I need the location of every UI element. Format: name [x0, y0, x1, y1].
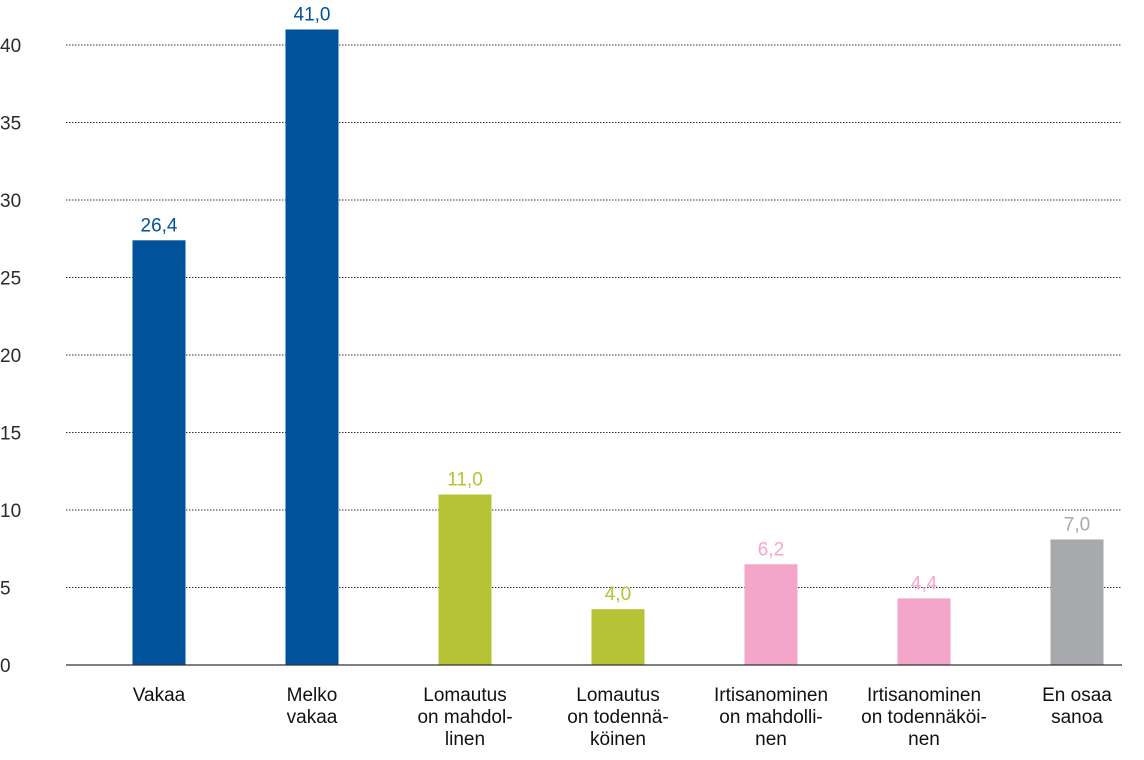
data-label: 26,4: [141, 215, 178, 236]
bar: [897, 598, 951, 665]
x-category-label: on todennäköi-: [861, 707, 987, 728]
bar: [285, 29, 339, 665]
x-category-label: Lomautus: [576, 685, 659, 706]
x-category-label: vakaa: [287, 707, 338, 728]
data-label: 4,0: [605, 584, 631, 605]
x-category-label: Lomautus: [423, 685, 506, 706]
x-category-label: on mahdolli-: [719, 707, 823, 728]
x-category-label: on todennä-: [567, 707, 668, 728]
y-tick-label: 15: [0, 424, 21, 445]
x-category-label: köinen: [590, 729, 646, 750]
bar: [591, 609, 645, 665]
y-tick-label: 5: [0, 579, 11, 600]
x-category-label: Irtisanominen: [714, 685, 828, 706]
x-category-label: Vakaa: [133, 685, 186, 706]
x-category-label: Melko: [287, 685, 338, 706]
y-tick-label: 10: [0, 501, 21, 522]
y-tick-label: 40: [0, 36, 21, 57]
bar: [132, 240, 186, 666]
bar: [438, 494, 492, 665]
y-tick-label: 20: [0, 346, 21, 367]
data-label: 4,4: [911, 573, 938, 594]
data-label: 7,0: [1064, 514, 1090, 535]
bar: [744, 564, 798, 665]
y-tick-label: 35: [0, 114, 21, 135]
y-tick-label: 25: [0, 269, 21, 290]
x-category-label: nen: [755, 729, 787, 750]
x-category-label: linen: [445, 729, 485, 750]
data-label: 41,0: [294, 5, 331, 26]
x-category-label: En osaa: [1042, 685, 1112, 706]
x-category-label: nen: [908, 729, 940, 750]
bar: [1050, 539, 1104, 665]
x-category-label: sanoa: [1051, 707, 1103, 728]
y-tick-label: 0: [0, 656, 11, 677]
y-tick-label: 30: [0, 191, 21, 212]
x-category-label: on mahdol-: [417, 707, 512, 728]
x-category-label: Irtisanominen: [867, 685, 981, 706]
data-label: 11,0: [447, 470, 483, 491]
data-label: 6,2: [758, 539, 784, 560]
